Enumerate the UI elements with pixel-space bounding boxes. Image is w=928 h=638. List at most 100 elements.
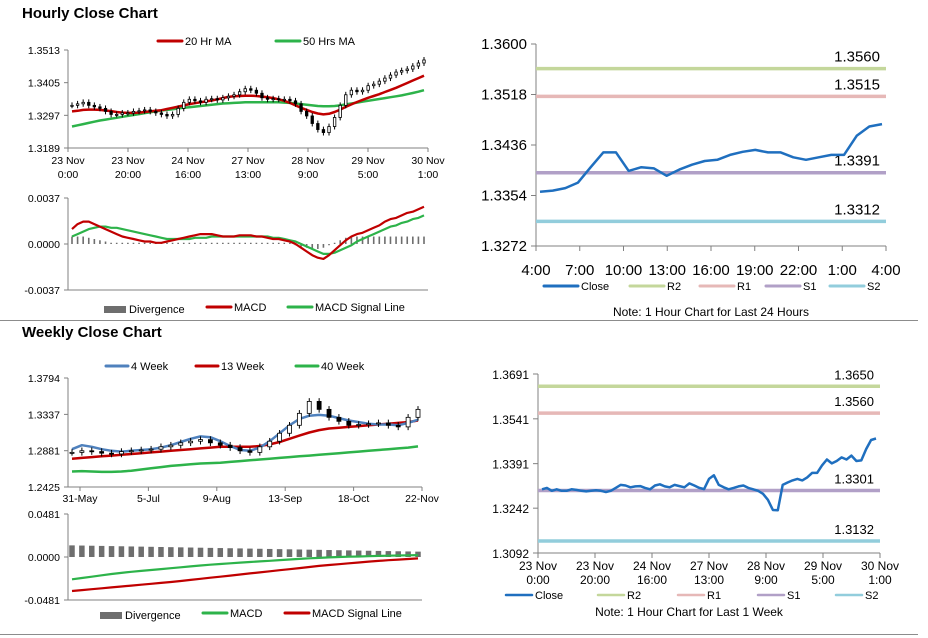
divergence-bar <box>71 236 73 244</box>
hourly-price-candle-body <box>394 71 398 76</box>
hourly-macd-ytick-label: -0.0037 <box>24 285 60 297</box>
weekly-1w-legend-label: S2 <box>865 590 878 602</box>
hourly-price-candle-body <box>232 94 236 97</box>
weekly-price-candle-body <box>257 446 263 453</box>
hourly-price-candle-body <box>193 98 197 102</box>
divergence-bar <box>118 546 125 557</box>
hourly-24h-xtick-label: 7:00 <box>565 262 594 279</box>
divergence-bar <box>227 242 230 244</box>
macd-line <box>71 205 425 260</box>
section-divider <box>0 320 918 321</box>
divergence-bar <box>197 547 204 557</box>
weekly-macd-ytick-label: -0.0481 <box>24 595 60 607</box>
divergence-bar <box>317 244 319 249</box>
divergence-bar <box>406 236 409 244</box>
divergence-bar <box>79 545 85 557</box>
weekly-price-candle-body <box>316 401 322 410</box>
hourly-price-ytick-label: 1.3513 <box>28 45 60 57</box>
hourly-price-candle-body <box>293 100 298 105</box>
hourly-price-xtick-label: 23 Nov <box>51 155 85 167</box>
weekly-1w-xtick-label: 13:00 <box>694 573 724 587</box>
divergence-bar <box>415 551 421 557</box>
hourly-price-candle-body <box>332 117 337 127</box>
weekly-price-legend-label: 13 Week <box>221 361 265 373</box>
hourly-price-candle-body <box>237 91 242 96</box>
weekly-price-candle-body <box>267 440 273 448</box>
weekly-price-xtick-label: 22-Nov <box>405 493 440 505</box>
divergence-bar <box>389 236 392 244</box>
divergence-bar <box>276 549 283 557</box>
divergence-bar <box>98 545 105 557</box>
divergence-bar <box>168 547 174 557</box>
divergence-bar <box>99 240 101 244</box>
divergence-bar <box>188 242 191 244</box>
weekly-1w-ytick-label: 1.3242 <box>492 502 529 516</box>
divergence-bar <box>423 236 425 244</box>
divergence-bar <box>356 236 358 244</box>
hourly-price-candle-body <box>372 83 376 87</box>
hourly-24h-ytick-label: 1.3354 <box>481 188 527 205</box>
weekly-price-candle-body <box>405 416 411 428</box>
divergence-bar <box>266 242 269 244</box>
macd-line <box>71 554 419 581</box>
weekly-macd-legend-swatch <box>100 612 122 619</box>
hourly-price-candle-body <box>277 98 281 101</box>
divergence-bar <box>249 242 252 244</box>
divergence-bar <box>171 242 174 244</box>
weekly-price-candle-body <box>366 423 371 426</box>
hourly-price-candle-body <box>310 115 314 124</box>
weekly-1w-xtick-label: 23 Nov <box>519 559 557 573</box>
weekly-price-ytick-label: 1.2881 <box>28 446 60 458</box>
hourly-price-candle-body <box>316 123 320 130</box>
hourly-price-candle-body <box>360 89 365 93</box>
weekly-1w-xtick-label: 0:00 <box>526 573 550 587</box>
weekly-1w-note: Note: 1 Hour Chart for Last 1 Week <box>595 605 784 619</box>
hourly-price-candle-body <box>70 104 74 107</box>
divergence-bar <box>255 242 258 244</box>
hourly-24h-xtick-label: 4:00 <box>521 262 550 279</box>
weekly-1w-xtick-label: 24 Nov <box>633 559 671 573</box>
hourly-price-ytick-label: 1.3405 <box>28 78 60 90</box>
weekly-macd-legend-label: MACD Signal Line <box>312 608 402 620</box>
divergence-bar <box>286 549 293 557</box>
divergence-bar <box>110 242 112 244</box>
divergence-bar <box>210 242 213 244</box>
hourly-price-xtick-label: 1:00 <box>418 169 439 181</box>
weekly-price-candle-body <box>395 424 401 428</box>
divergence-bar <box>89 545 95 557</box>
hourly-price-candle-body <box>98 106 102 109</box>
weekly-price-candle-body <box>326 408 332 418</box>
hourly-price-ytick-label: 1.3297 <box>28 110 60 122</box>
hourly-price-candle-body <box>176 107 180 115</box>
divergence-bar <box>238 242 241 244</box>
weekly-price-candle-body <box>158 446 164 450</box>
level-r2-label: 1.3560 <box>834 49 880 66</box>
ma40-week-line <box>71 445 419 474</box>
hourly-price-xtick-label: 20:00 <box>115 169 141 181</box>
divergence-bar <box>375 550 382 557</box>
divergence-bar <box>257 548 263 557</box>
hourly-price-candle-body <box>388 74 393 79</box>
weekly-price-candle-body <box>277 432 283 442</box>
hourly-price-candle-body <box>215 98 219 101</box>
hourly-price-candle-body <box>226 95 231 99</box>
divergence-bar <box>339 240 341 244</box>
weekly-price-candle-body <box>99 451 105 454</box>
hourly-price-candle-body <box>282 98 286 101</box>
weekly-1w-xtick-label: 20:00 <box>580 573 610 587</box>
weekly-1w-ytick-label: 1.3092 <box>492 547 529 561</box>
hourly-price-candle-body <box>210 98 214 101</box>
close-line <box>541 437 877 512</box>
hourly-24h-ytick-label: 1.3600 <box>481 36 527 53</box>
hourly-price-candle-body <box>254 89 259 94</box>
hourly-price-candle-body <box>187 98 191 103</box>
divergence-bar <box>216 242 219 244</box>
divergence-bar <box>261 242 263 244</box>
weekly-price-ytick-label: 1.2425 <box>28 482 60 494</box>
divergence-bar <box>300 244 302 247</box>
divergence-bar <box>367 236 369 244</box>
weekly-1w-xtick-label: 29 Nov <box>804 559 842 573</box>
hourly-price-candle-body <box>198 100 203 103</box>
hourly-price-candle-body <box>92 104 96 108</box>
hourly-price-candle-body <box>349 89 354 96</box>
